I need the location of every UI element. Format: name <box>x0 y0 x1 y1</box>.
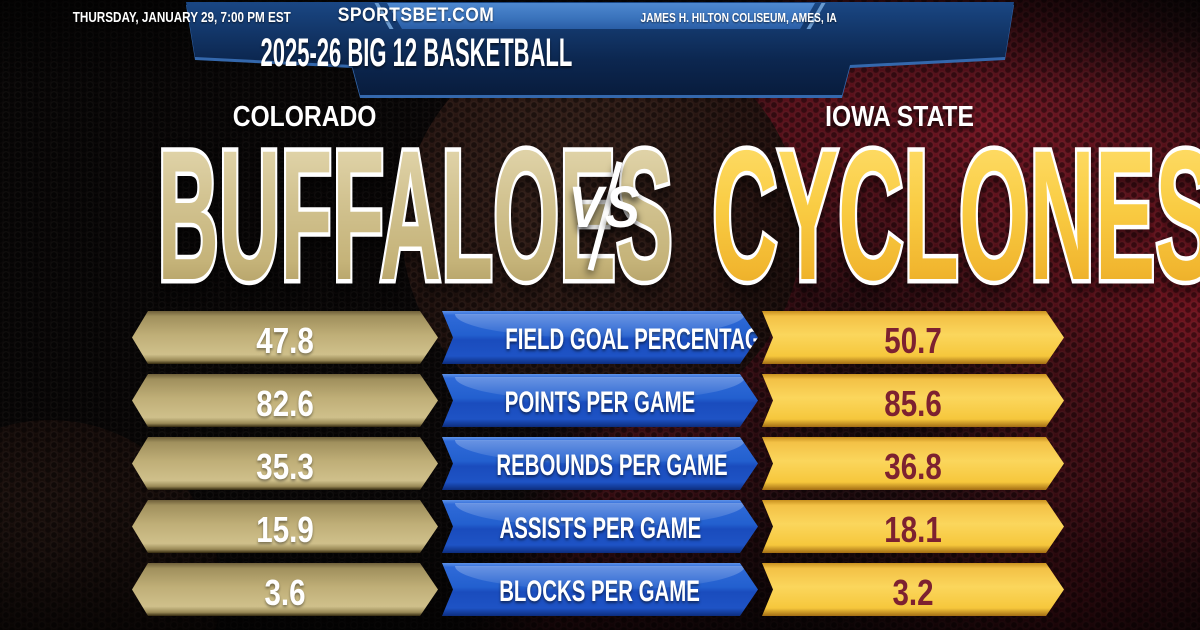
stat-label: POINTS PER GAME <box>442 374 758 427</box>
stat-label: BLOCKS PER GAME <box>442 563 758 616</box>
league-title: 2025-26 BIG 12 BASKETBALL <box>260 31 572 75</box>
site-name: SPORTSBET.COM <box>337 5 495 26</box>
stat-row: 35.3 REBOUNDS PER GAME 36.8 <box>0 437 1200 490</box>
home-team-name: CYCLONES CYCLONES <box>450 119 1200 313</box>
stat-label: FIELD GOAL PERCENTAGE <box>442 311 758 364</box>
stat-row: 3.6 BLOCKS PER GAME 3.2 <box>0 563 1200 616</box>
stat-row: 82.6 POINTS PER GAME 85.6 <box>0 374 1200 427</box>
stat-row: 47.8 FIELD GOAL PERCENTAGE 50.7 <box>0 311 1200 364</box>
stat-label: REBOUNDS PER GAME <box>442 437 758 490</box>
away-stat-value: 35.3 <box>132 437 438 490</box>
vs-badge: VS <box>552 161 658 271</box>
game-datetime: THURSDAY, JANUARY 29, 7:00 PM EST <box>72 9 292 26</box>
home-stat-value: 85.6 <box>762 374 1064 427</box>
away-location: COLORADO <box>233 101 377 133</box>
away-stat-value: 47.8 <box>132 311 438 364</box>
header-site-band <box>387 3 815 29</box>
stat-row: 15.9 ASSISTS PER GAME 18.1 <box>0 500 1200 553</box>
venue-name: JAMES H. HILTON COLISEUM, AMES, IA <box>640 11 837 25</box>
home-stat-value: 18.1 <box>762 500 1064 553</box>
home-location: IOWA STATE <box>825 101 975 133</box>
away-stat-value: 3.6 <box>132 563 438 616</box>
away-stat-value: 82.6 <box>132 374 438 427</box>
home-stat-value: 36.8 <box>762 437 1064 490</box>
away-team-name: BUFFALOES BUFFALOES <box>155 113 674 319</box>
home-stat-value: 3.2 <box>762 563 1064 616</box>
vs-label: VS <box>568 175 642 240</box>
away-stat-value: 15.9 <box>132 500 438 553</box>
stat-label: ASSISTS PER GAME <box>442 500 758 553</box>
home-stat-value: 50.7 <box>762 311 1064 364</box>
